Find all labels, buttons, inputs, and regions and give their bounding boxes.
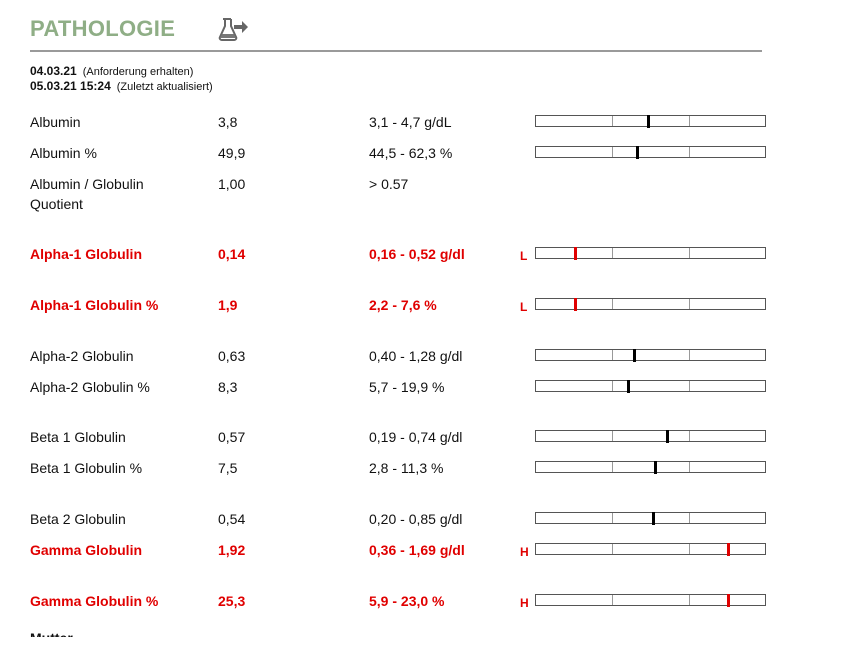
test-value: 0,14 xyxy=(218,246,246,262)
range-bar-divider xyxy=(688,116,690,126)
range-bar-marker xyxy=(651,512,655,525)
range-bar-divider xyxy=(612,431,614,441)
test-value: 7,5 xyxy=(218,460,238,476)
range-bar-marker xyxy=(665,430,669,443)
reference-range: > 0.57 xyxy=(369,176,409,192)
range-bar-marker xyxy=(573,298,577,311)
reference-range: 3,1 - 4,7 g/dL xyxy=(369,114,452,130)
range-bar-divider xyxy=(688,513,690,523)
range-bar-marker xyxy=(573,247,577,260)
abnormal-flag: L xyxy=(520,249,528,263)
range-bar-divider xyxy=(612,544,614,554)
range-bar-marker xyxy=(635,146,639,159)
range-bar-divider xyxy=(612,595,614,605)
range-bar-marker xyxy=(727,543,731,556)
test-value: 0,57 xyxy=(218,429,246,445)
section-header: PATHOLOGIE xyxy=(30,14,762,52)
test-name: Alpha-1 Globulin % xyxy=(30,297,159,313)
reference-range: 0,36 - 1,69 g/dl xyxy=(369,542,465,558)
test-name: Albumin % xyxy=(30,145,97,161)
test-name: Gamma Globulin % xyxy=(30,593,159,609)
range-bar-marker xyxy=(654,461,658,474)
abnormal-flag: L xyxy=(520,300,528,314)
reference-range: 5,9 - 23,0 % xyxy=(369,593,445,609)
date-received-note: (Anforderung erhalten) xyxy=(82,66,194,78)
date-updated: 05.03.21 15:24 xyxy=(30,79,111,93)
range-bar-marker xyxy=(727,594,731,607)
test-value: 8,3 xyxy=(218,379,238,395)
range-bar-divider xyxy=(612,462,614,472)
range-bar-divider xyxy=(612,116,614,126)
range-bar xyxy=(535,430,766,443)
range-bar-divider xyxy=(612,248,614,258)
range-bar xyxy=(535,594,766,607)
range-bar xyxy=(535,461,766,474)
abnormal-flag: H xyxy=(520,596,529,610)
test-value: 0,63 xyxy=(218,348,246,364)
reference-range: 0,19 - 0,74 g/dl xyxy=(369,429,463,445)
test-name: Alpha-2 Globulin xyxy=(30,348,134,364)
test-name: Albumin xyxy=(30,114,81,130)
range-bar-divider xyxy=(688,544,690,554)
abnormal-flag: H xyxy=(520,545,529,559)
range-bar-marker xyxy=(626,380,630,393)
range-bar xyxy=(535,543,766,556)
range-bar-divider xyxy=(688,350,690,360)
range-bar-divider xyxy=(688,147,690,157)
range-bar xyxy=(535,298,766,311)
truncated-section-label: Mutter xyxy=(30,630,73,646)
test-name: Beta 1 Globulin % xyxy=(30,460,143,476)
test-value: 1,92 xyxy=(218,542,246,558)
reference-range: 0,20 - 0,85 g/dl xyxy=(369,511,463,527)
reference-range: 44,5 - 62,3 % xyxy=(369,145,453,161)
test-value: 3,8 xyxy=(218,114,238,130)
reference-range: 2,8 - 11,3 % xyxy=(369,460,444,476)
date-updated-note: (Zuletzt aktualisiert) xyxy=(116,81,213,93)
range-bar-divider xyxy=(612,147,614,157)
range-bar-divider xyxy=(688,462,690,472)
section-title: PATHOLOGIE xyxy=(30,16,176,41)
date-line-received: 04.03.21 (Anforderung erhalten) xyxy=(30,64,213,79)
reference-range: 2,2 - 7,6 % xyxy=(369,297,437,313)
range-bar xyxy=(535,146,766,159)
reference-range: 0,16 - 0,52 g/dl xyxy=(369,246,465,262)
range-bar-divider xyxy=(688,431,690,441)
test-value: 0,54 xyxy=(218,511,246,527)
test-value: 1,9 xyxy=(218,297,238,313)
range-bar xyxy=(535,115,766,128)
test-name: Beta 2 Globulin xyxy=(30,511,126,527)
range-bar xyxy=(535,349,766,362)
test-value: 49,9 xyxy=(218,145,246,161)
date-received: 04.03.21 xyxy=(30,64,77,78)
test-name: Beta 1 Globulin xyxy=(30,429,126,445)
reference-range: 5,7 - 19,9 % xyxy=(369,379,445,395)
test-value: 1,00 xyxy=(218,176,246,192)
range-bar-divider xyxy=(612,381,614,391)
test-name: Alpha-1 Globulin xyxy=(30,246,142,262)
range-bar xyxy=(535,512,766,525)
test-name: Albumin / Globulin Quotient xyxy=(30,176,144,212)
range-bar xyxy=(535,380,766,393)
report-dates: 04.03.21 (Anforderung erhalten) 05.03.21 … xyxy=(30,64,213,94)
range-bar-marker xyxy=(647,115,651,128)
range-bar-divider xyxy=(688,595,690,605)
range-bar xyxy=(535,247,766,260)
range-bar-divider xyxy=(688,248,690,258)
test-name: Gamma Globulin xyxy=(30,542,143,558)
flask-arrow-icon[interactable] xyxy=(218,16,248,42)
reference-range: 0,40 - 1,28 g/dl xyxy=(369,348,463,364)
range-bar-marker xyxy=(633,349,637,362)
test-value: 25,3 xyxy=(218,593,246,609)
range-bar-divider xyxy=(688,381,690,391)
range-bar-divider xyxy=(688,299,690,309)
test-name: Alpha-2 Globulin % xyxy=(30,379,150,395)
range-bar-divider xyxy=(612,299,614,309)
range-bar-divider xyxy=(612,513,614,523)
date-line-updated: 05.03.21 15:24 (Zuletzt aktualisiert) xyxy=(30,79,213,94)
range-bar-divider xyxy=(612,350,614,360)
